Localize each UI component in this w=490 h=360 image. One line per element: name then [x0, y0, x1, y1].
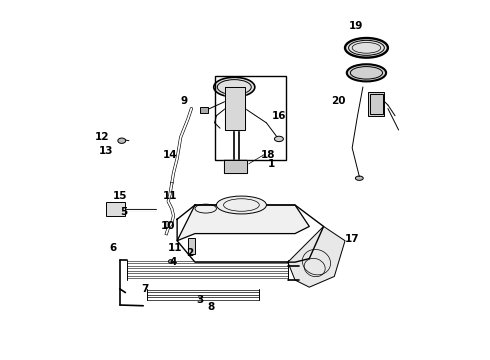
Ellipse shape: [345, 38, 388, 58]
Polygon shape: [223, 160, 247, 173]
Text: 15: 15: [113, 191, 127, 201]
Text: 4: 4: [170, 257, 177, 267]
Ellipse shape: [169, 260, 173, 263]
Text: 14: 14: [163, 150, 177, 160]
Text: 9: 9: [181, 96, 188, 107]
Text: 18: 18: [261, 150, 275, 160]
Text: 17: 17: [345, 234, 360, 244]
Ellipse shape: [217, 196, 267, 214]
Ellipse shape: [347, 64, 386, 81]
Text: 13: 13: [98, 147, 113, 157]
Text: 19: 19: [348, 21, 363, 31]
Ellipse shape: [165, 221, 169, 228]
Text: 7: 7: [141, 284, 148, 294]
Ellipse shape: [118, 138, 126, 143]
Bar: [370, 94, 383, 114]
Text: 1: 1: [268, 159, 275, 169]
Ellipse shape: [355, 176, 363, 180]
Bar: [106, 202, 125, 216]
Text: 3: 3: [196, 295, 204, 305]
Text: 6: 6: [109, 243, 117, 253]
Text: 10: 10: [161, 221, 175, 231]
Ellipse shape: [214, 77, 255, 97]
Text: 5: 5: [120, 207, 127, 217]
Text: 12: 12: [95, 132, 109, 142]
Text: 20: 20: [331, 96, 345, 107]
Bar: [215, 76, 286, 160]
Polygon shape: [177, 205, 309, 241]
Bar: [200, 107, 208, 113]
Bar: [368, 93, 384, 116]
Polygon shape: [225, 87, 245, 130]
Text: 16: 16: [271, 111, 286, 121]
Text: 11: 11: [168, 243, 183, 253]
Polygon shape: [288, 226, 345, 287]
Text: 2: 2: [186, 248, 193, 258]
Text: 11: 11: [163, 191, 177, 201]
Text: 8: 8: [207, 302, 215, 312]
Ellipse shape: [274, 136, 283, 141]
Bar: [188, 238, 195, 254]
